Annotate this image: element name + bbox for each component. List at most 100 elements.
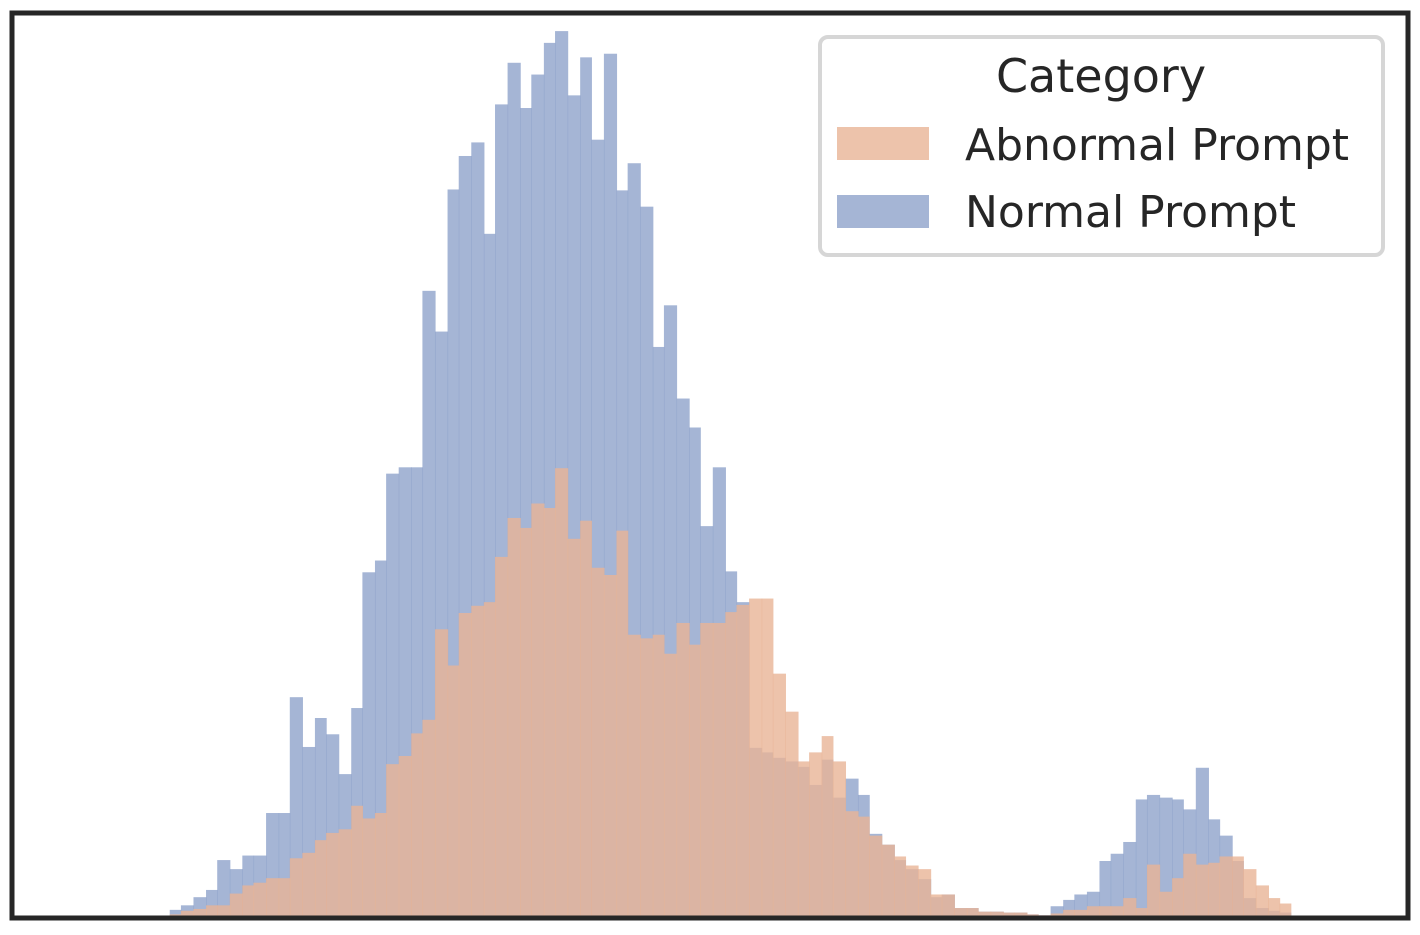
histogram-bar xyxy=(978,911,992,918)
histogram-bar xyxy=(797,761,810,918)
histogram-bar xyxy=(362,818,376,918)
histogram-bar xyxy=(1099,906,1112,918)
histogram-bar xyxy=(217,860,231,918)
histogram-bar xyxy=(761,598,774,918)
histogram-bar xyxy=(169,909,182,918)
histogram-bar xyxy=(1110,906,1124,918)
histogram-bar xyxy=(266,878,280,918)
histogram-bar xyxy=(881,844,895,918)
histogram-bar xyxy=(374,813,387,918)
histogram-bar xyxy=(458,613,472,918)
histogram-bar xyxy=(905,865,919,918)
histogram-bar xyxy=(543,42,556,919)
histogram-bar xyxy=(869,835,883,918)
histogram-bar xyxy=(954,908,968,918)
histogram-bar xyxy=(1268,898,1281,918)
histogram-bar xyxy=(1135,799,1148,918)
histogram-bar xyxy=(1110,853,1124,918)
histogram-bar xyxy=(278,878,291,918)
histogram-bar xyxy=(278,813,291,918)
histogram-bar xyxy=(1279,903,1292,918)
histogram-bar xyxy=(1014,912,1028,918)
legend-label-abnormal: Abnormal Prompt xyxy=(965,120,1349,171)
histogram-bar xyxy=(652,634,665,918)
histogram-bar xyxy=(338,829,352,918)
histogram-bar xyxy=(689,644,701,918)
histogram-bar xyxy=(1063,909,1075,918)
histogram-bar xyxy=(700,622,714,918)
histogram-bar xyxy=(483,602,496,918)
histogram-bar xyxy=(314,840,327,918)
histogram-bar xyxy=(1086,906,1101,918)
histogram-bar xyxy=(966,908,979,918)
legend-title: Category xyxy=(996,49,1206,103)
histogram-bar xyxy=(821,736,834,918)
histogram-bar xyxy=(832,761,847,918)
histogram-bar xyxy=(543,508,556,918)
histogram-bar xyxy=(447,189,460,919)
histogram-bar xyxy=(725,612,738,918)
legend-label-normal: Normal Prompt xyxy=(965,187,1296,238)
histogram-bar xyxy=(1183,853,1197,918)
histogram-bar xyxy=(591,567,605,918)
histogram-bar xyxy=(809,752,823,918)
histogram-bar xyxy=(531,503,545,918)
plot-frame xyxy=(9,10,1411,921)
legend-swatch-abnormal xyxy=(837,127,929,160)
histogram-bar xyxy=(1219,856,1233,918)
histogram-bar xyxy=(1099,860,1112,918)
legend-swatch-normal xyxy=(837,195,929,228)
legend-box xyxy=(818,35,1385,257)
histogram-bar xyxy=(398,756,412,918)
histogram-bars xyxy=(169,31,1292,919)
histogram-bar xyxy=(1195,864,1209,918)
histogram-bar xyxy=(772,673,786,918)
histogram-bar xyxy=(180,910,195,918)
histogram-bar xyxy=(640,638,654,918)
histogram-bar xyxy=(495,556,509,918)
histogram-bar xyxy=(1159,797,1173,918)
histogram-bar xyxy=(411,733,424,918)
histogram-bar xyxy=(1074,909,1088,918)
histogram-bar xyxy=(712,622,726,918)
histogram-bar xyxy=(289,858,303,918)
histogram-bar xyxy=(941,894,955,918)
histogram-bar xyxy=(1063,899,1075,918)
histogram-bar xyxy=(1146,864,1161,918)
histogram-bar xyxy=(918,869,932,918)
histogram-bar xyxy=(253,882,267,918)
histogram-bar xyxy=(302,852,316,918)
histogram-bar xyxy=(749,598,763,918)
histogram-bar xyxy=(930,894,943,918)
histogram-bar xyxy=(422,719,436,918)
histogram-bar xyxy=(386,764,400,918)
histogram-bar xyxy=(990,911,1004,918)
series-abnormal-prompt xyxy=(169,468,1292,918)
histogram-bar xyxy=(580,520,592,918)
histogram-bar xyxy=(520,527,532,918)
histogram-bar xyxy=(206,905,218,918)
histogram-bar xyxy=(580,57,592,919)
histogram-bar xyxy=(736,604,750,918)
histogram-bar xyxy=(1003,912,1015,918)
histogram-bar xyxy=(520,108,532,918)
histogram-bar xyxy=(616,530,629,918)
histogram-bar xyxy=(785,711,799,918)
histogram-bar xyxy=(857,816,870,918)
histogram-bar xyxy=(1172,878,1184,918)
histogram-bar xyxy=(1159,891,1173,918)
histogram-bar xyxy=(374,560,387,918)
histogram-bar xyxy=(567,538,581,918)
histogram-bar xyxy=(603,575,618,918)
histogram-bar xyxy=(1232,856,1244,918)
histogram-bar xyxy=(1135,908,1148,918)
histogram-bar xyxy=(555,468,569,918)
histogram-bar xyxy=(326,832,340,918)
histogram-bar xyxy=(627,634,641,918)
histogram-bar xyxy=(1172,799,1184,918)
histogram-bar xyxy=(351,805,363,918)
histogram-bar xyxy=(1123,898,1137,918)
histogram-bar xyxy=(676,622,690,918)
histogram-bar xyxy=(193,908,207,918)
